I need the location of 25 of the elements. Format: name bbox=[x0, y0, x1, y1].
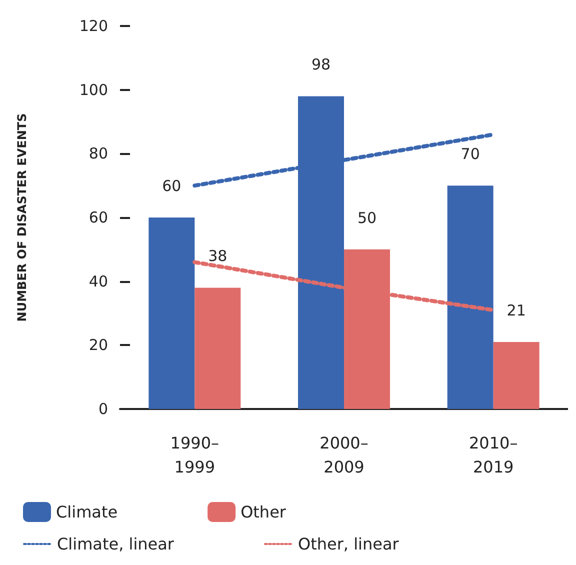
data-label: 21 bbox=[506, 301, 526, 320]
y-tick-label: 0 bbox=[98, 400, 108, 418]
x-tick-label: 2000–2009 bbox=[320, 434, 368, 476]
bar bbox=[148, 218, 195, 409]
legend-label: Climate, linear bbox=[57, 534, 174, 554]
x-tick-label: 2010–2019 bbox=[468, 434, 518, 476]
bar bbox=[493, 342, 540, 409]
bar bbox=[447, 186, 494, 409]
data-label: 98 bbox=[311, 56, 331, 74]
y-tick-label: 20 bbox=[88, 336, 108, 354]
legend-label: Climate bbox=[56, 502, 118, 522]
data-label: 38 bbox=[208, 247, 228, 266]
bar bbox=[194, 288, 241, 409]
legend-label: Other bbox=[240, 502, 286, 522]
data-label: 70 bbox=[460, 145, 480, 164]
x-tick-label: 1990–1999 bbox=[170, 434, 220, 476]
y-tick-label: 60 bbox=[88, 208, 108, 226]
legend-label: Other, linear bbox=[298, 534, 400, 554]
y-axis-title: NUMBER OF DISASTER EVENTS bbox=[15, 113, 29, 322]
y-tick-label: 40 bbox=[88, 272, 108, 290]
y-tick-label: 120 bbox=[79, 17, 108, 35]
data-label: 60 bbox=[162, 177, 182, 195]
y-tick-label: 100 bbox=[79, 80, 108, 99]
data-label: 50 bbox=[357, 208, 377, 227]
y-tick-label: 80 bbox=[88, 144, 108, 163]
